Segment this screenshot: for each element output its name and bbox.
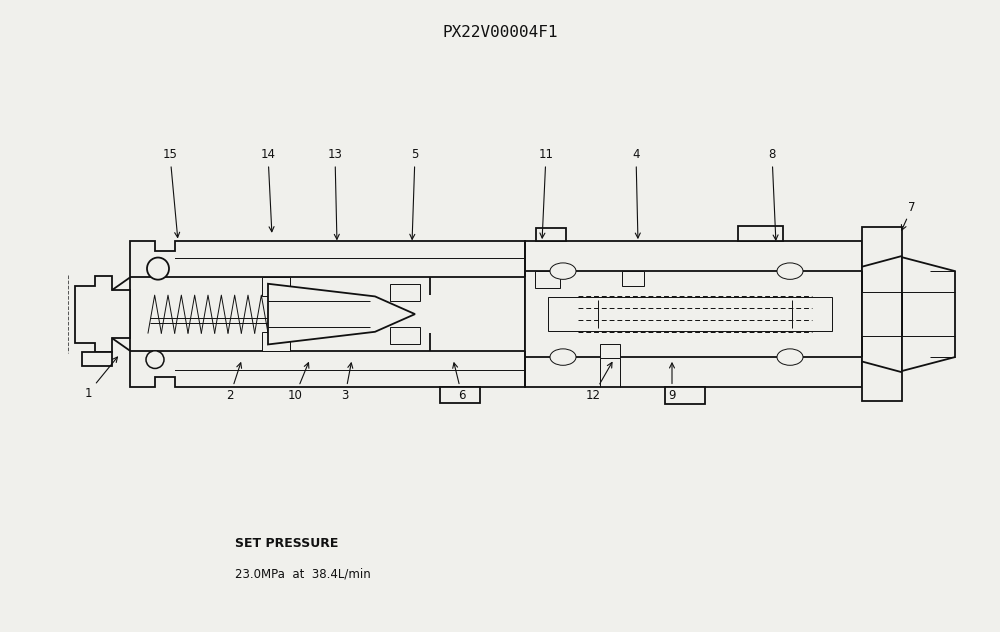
Text: 14: 14 bbox=[260, 149, 276, 232]
Bar bbox=[390, 284, 420, 301]
Circle shape bbox=[550, 263, 576, 279]
Text: 4: 4 bbox=[632, 149, 640, 238]
Bar bbox=[738, 226, 783, 241]
Text: SET PRESSURE: SET PRESSURE bbox=[235, 537, 338, 550]
Bar bbox=[535, 271, 560, 288]
Text: 8: 8 bbox=[768, 149, 778, 240]
Bar bbox=[262, 332, 290, 351]
Bar bbox=[536, 228, 566, 241]
Bar bbox=[390, 327, 420, 344]
Bar bbox=[440, 387, 480, 403]
Polygon shape bbox=[75, 276, 130, 352]
Bar bbox=[525, 241, 862, 387]
Text: 7: 7 bbox=[901, 201, 916, 230]
Ellipse shape bbox=[147, 258, 169, 279]
Text: 2: 2 bbox=[226, 363, 242, 402]
Polygon shape bbox=[268, 284, 415, 344]
Bar bbox=[665, 387, 705, 404]
Text: 1: 1 bbox=[84, 357, 117, 399]
Text: 10: 10 bbox=[288, 363, 309, 402]
Text: 11: 11 bbox=[538, 149, 554, 238]
Circle shape bbox=[777, 349, 803, 365]
Bar bbox=[622, 271, 644, 286]
Polygon shape bbox=[902, 257, 955, 371]
Text: 13: 13 bbox=[328, 149, 342, 240]
Text: PX22V00004F1: PX22V00004F1 bbox=[442, 25, 558, 40]
Polygon shape bbox=[130, 241, 525, 387]
Text: 3: 3 bbox=[341, 363, 353, 402]
Circle shape bbox=[777, 263, 803, 279]
Text: 9: 9 bbox=[668, 363, 676, 402]
Text: 23.0MPa  at  38.4L/min: 23.0MPa at 38.4L/min bbox=[235, 568, 371, 580]
Text: 6: 6 bbox=[453, 363, 466, 402]
Text: 5: 5 bbox=[410, 149, 419, 240]
Bar bbox=[82, 352, 112, 366]
Circle shape bbox=[550, 349, 576, 365]
Bar bbox=[862, 227, 902, 401]
Text: 12: 12 bbox=[586, 363, 612, 402]
Text: 15: 15 bbox=[163, 149, 180, 238]
Bar bbox=[262, 277, 290, 296]
Bar bbox=[600, 344, 620, 358]
Bar bbox=[548, 297, 832, 331]
Ellipse shape bbox=[146, 351, 164, 368]
